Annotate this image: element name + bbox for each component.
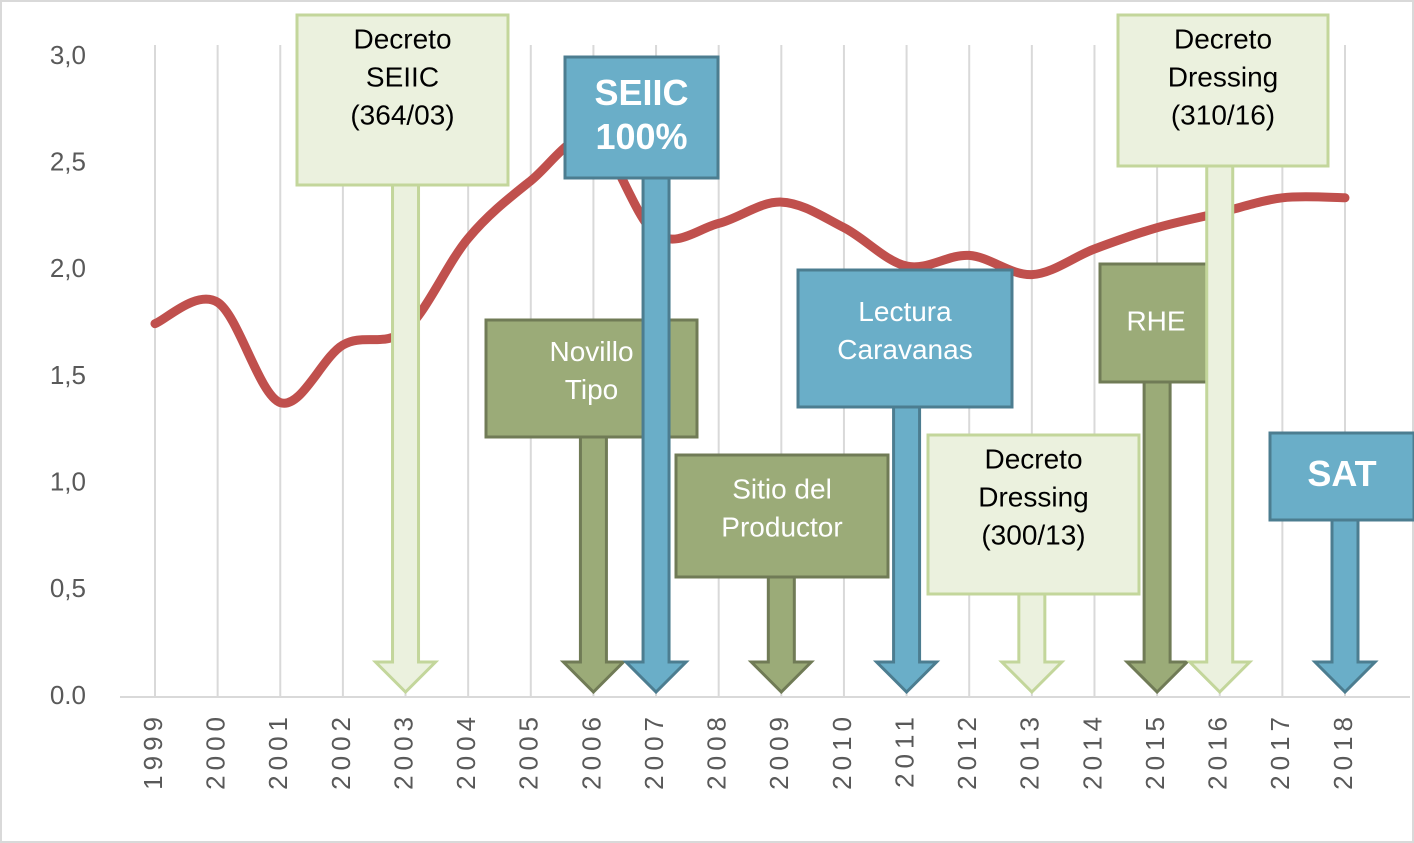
x-tick-label: 2001 <box>263 712 293 790</box>
callout-text: Dressing <box>978 481 1088 512</box>
callout-text: Decreto <box>1174 23 1272 54</box>
x-tick-label: 1999 <box>138 712 168 790</box>
y-tick-label: 1,5 <box>50 360 86 390</box>
callout: Decreto SEIIC (364/03) <box>295 13 510 695</box>
callout-arrow <box>371 183 440 695</box>
callout-text: 100% <box>595 116 687 157</box>
callout-text: Novillo <box>549 336 633 367</box>
callout-text: (300/13) <box>981 519 1085 550</box>
callout-text: Decreto <box>984 443 1082 474</box>
x-tick-label: 2012 <box>952 712 982 790</box>
x-tick-label: 2017 <box>1265 712 1295 790</box>
callout: Decreto Dressing (310/16) <box>1116 13 1330 695</box>
callout-text: Lectura <box>858 296 952 327</box>
callout-arrow <box>1311 518 1379 695</box>
callout-text: RHE <box>1126 305 1185 336</box>
x-tick-label: 2007 <box>639 712 669 790</box>
callout-box <box>926 433 1141 596</box>
callout-arrow <box>622 176 690 695</box>
y-tick-label: 0.0 <box>50 680 86 710</box>
callout-text: Dressing <box>1168 61 1278 92</box>
callout-text: SEIIC <box>366 61 439 92</box>
callout-text: Productor <box>721 511 842 542</box>
callout: Decreto Dressing (300/13) <box>926 433 1141 695</box>
callout-text: Decreto <box>353 23 451 54</box>
x-tick-label: 2002 <box>326 712 356 790</box>
callout-arrow <box>747 575 815 695</box>
callout-box <box>1116 13 1330 168</box>
callout: Lectura Caravanas <box>796 268 1014 695</box>
x-tick-label: 2006 <box>576 712 606 790</box>
callout-arrow <box>1123 380 1191 695</box>
callout-box <box>563 55 720 180</box>
callout-box <box>674 453 890 579</box>
x-tick-label: 2009 <box>764 712 794 790</box>
x-tick-label: 2015 <box>1140 712 1170 790</box>
callout-text: SAT <box>1307 453 1376 494</box>
callout-arrow <box>998 592 1066 695</box>
x-tick-label: 2016 <box>1203 712 1233 790</box>
callout-arrow <box>559 435 628 695</box>
callout-box <box>796 268 1014 409</box>
callout: SAT <box>1268 431 1414 695</box>
x-tick-label: 2005 <box>514 712 544 790</box>
callout-text: Sitio del <box>732 473 832 504</box>
callout-box <box>295 13 510 187</box>
x-tick-label: 2011 <box>889 712 919 788</box>
x-tick-label: 2004 <box>451 712 481 790</box>
y-tick-label: 0,5 <box>50 573 86 603</box>
callout: Sitio del Productor <box>674 453 890 695</box>
x-tick-label: 2013 <box>1015 712 1045 790</box>
x-tick-label: 2000 <box>201 712 231 790</box>
callout-text: Caravanas <box>837 334 972 365</box>
callout-text: (364/03) <box>350 99 454 130</box>
x-tick-label: 2010 <box>827 712 857 790</box>
callout-arrow <box>872 405 941 695</box>
line <box>150 132 1350 408</box>
callout-text: (310/16) <box>1171 99 1275 130</box>
y-tick-label: 2,5 <box>50 147 86 177</box>
callout-text: SEIIC <box>594 72 688 113</box>
callout-box <box>1268 431 1414 522</box>
y-tick-label: 1,0 <box>50 467 86 497</box>
x-tick-label: 2008 <box>702 712 732 790</box>
y-tick-label: 2,0 <box>50 253 86 283</box>
y-tick-label: 3,0 <box>50 40 86 70</box>
x-tick-label: 2003 <box>388 712 418 790</box>
x-tick-label: 2018 <box>1328 712 1358 790</box>
callout: RHE <box>1098 262 1214 695</box>
x-tick-label: 2014 <box>1077 712 1107 790</box>
callout-text: Tipo <box>565 374 618 405</box>
callout-arrow <box>1186 164 1254 695</box>
